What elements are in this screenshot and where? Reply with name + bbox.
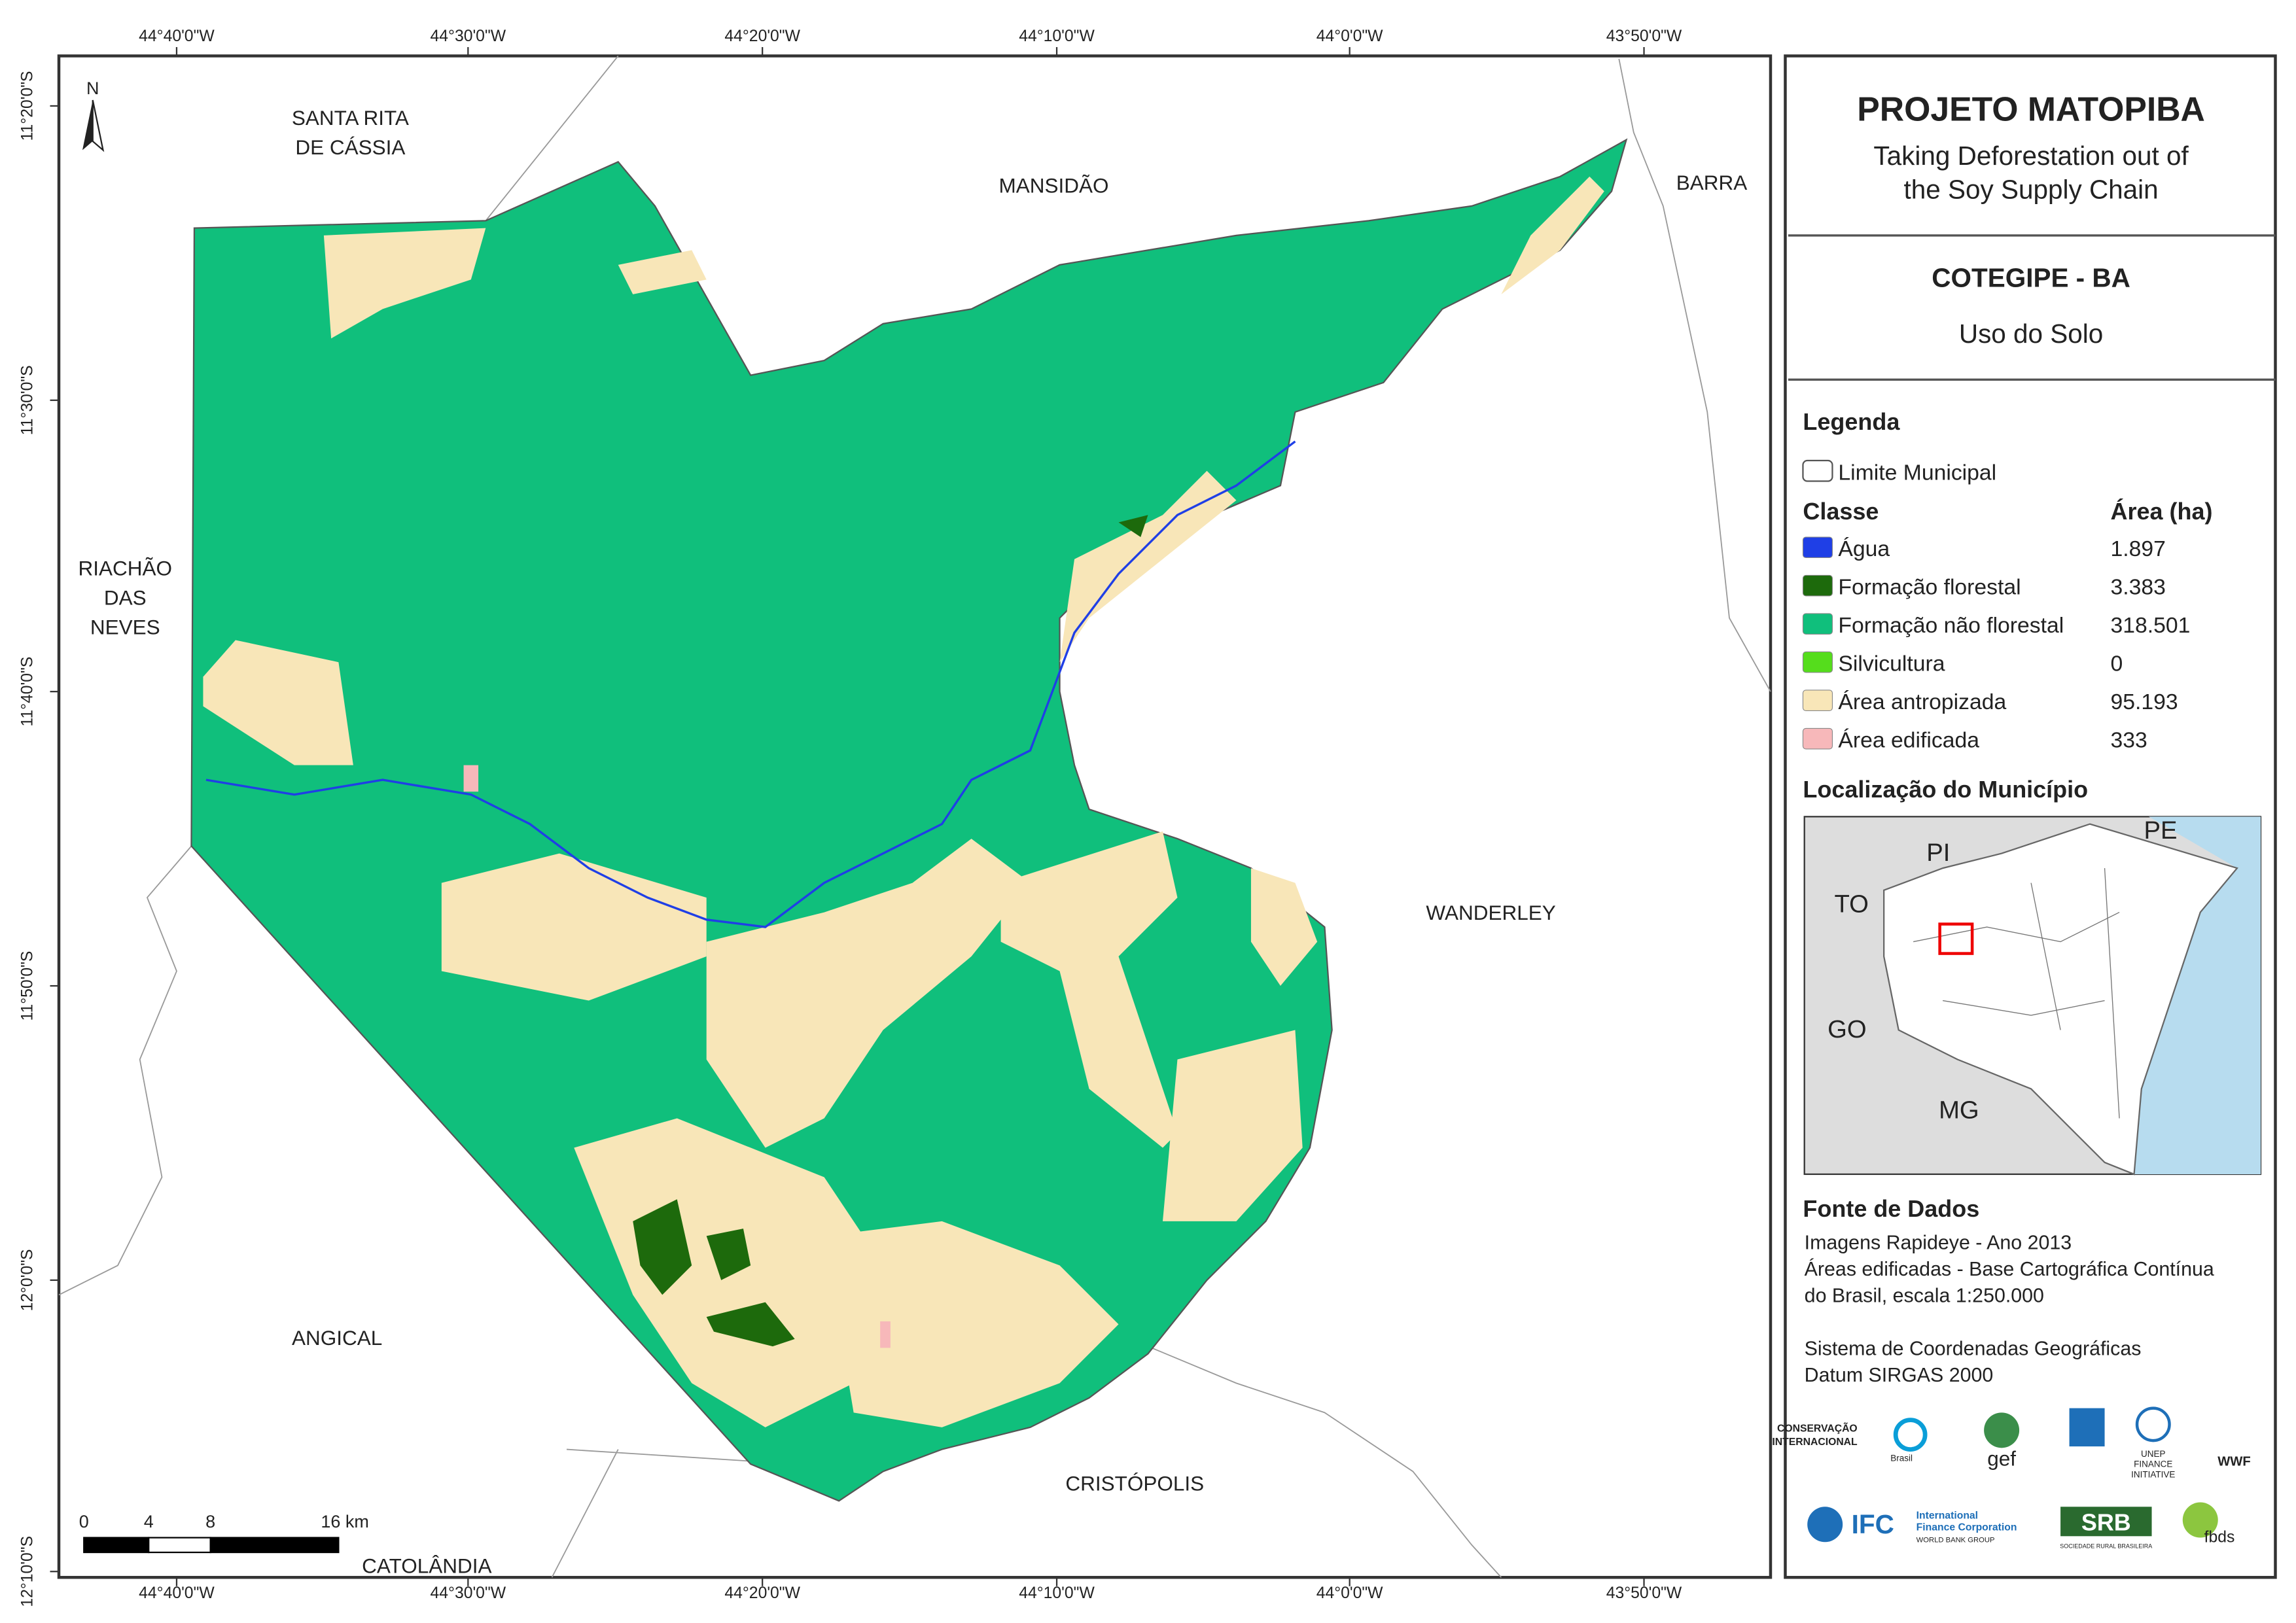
legend-title: Legenda (1803, 408, 1900, 435)
locator-map (1803, 816, 2262, 1176)
logo-text: WWF (2217, 1454, 2251, 1469)
longitude-label: 44°20'0"W (724, 1584, 800, 1602)
longitude-label: 44°10'0"W (1019, 27, 1095, 45)
logo-text: SOCIEDADE RURAL BRASILEIRA (2060, 1543, 2152, 1549)
logo-text: Brasil (1890, 1454, 1913, 1463)
latitude-label: 12°10'0"S (19, 1536, 37, 1607)
latitude-label: 11°40'0"S (19, 657, 37, 727)
legend-swatch (1802, 651, 1833, 673)
logo-text: WORLD BANK GROUP (1916, 1536, 1995, 1544)
place-name: SANTA RITA (292, 106, 409, 130)
place-name: DE CÁSSIA (295, 135, 405, 159)
logo-text: SRB (2081, 1509, 2131, 1535)
source-title: Fonte de Dados (1803, 1195, 1979, 1222)
logo-text: CONSERVAÇÃO (1777, 1422, 1858, 1435)
scale-label: 16 km (321, 1512, 368, 1531)
legend-label: Água (1838, 536, 1890, 561)
longitude-label: 44°0'0"W (1316, 27, 1383, 45)
legend-label: Formação não florestal (1838, 613, 2064, 638)
state-label: PE (2144, 816, 2178, 845)
scale-label: 4 (144, 1512, 154, 1531)
place-name: CATOLÂNDIA (362, 1554, 491, 1578)
boundary-swatch (1802, 459, 1833, 482)
place-name: WANDERLEY (1426, 901, 1555, 924)
source-line: do Brasil, escala 1:250.000 (1805, 1285, 2044, 1307)
state-label: TO (1834, 890, 1868, 918)
source-line: Imagens Rapideye - Ano 2013 (1805, 1232, 2072, 1254)
legend-label: Área edificada (1838, 728, 1979, 753)
legend-swatch (1802, 727, 1833, 750)
latitude-label: 11°50'0"S (19, 951, 37, 1021)
legend-area: 318.501 (2111, 613, 2191, 638)
legend-header: Área (ha) (2111, 498, 2213, 525)
longitude-label: 44°0'0"W (1316, 1584, 1383, 1602)
logo-text: fbds (2204, 1528, 2235, 1546)
state-label: MG (1939, 1096, 1979, 1124)
state-label: GO (1828, 1015, 1866, 1043)
state-label: PI (1926, 839, 1950, 867)
scale-label: 8 (205, 1512, 215, 1531)
source-line: Áreas edificadas - Base Cartográfica Con… (1805, 1259, 2214, 1280)
latitude-label: 11°30'0"S (19, 365, 37, 435)
legend-swatch (1802, 536, 1833, 559)
logo-text: Finance Corporation (1916, 1522, 2017, 1533)
logo-shapes (1807, 1406, 2218, 1543)
logo-text: IFC (1852, 1509, 1894, 1539)
subtitle: the Soy Supply Chain (1903, 175, 2158, 205)
location-title: Localização do Município (1803, 776, 2088, 803)
legend-area: 0 (2111, 652, 2123, 676)
legend-swatch (1802, 613, 1833, 635)
title: PROJETO MATOPIBA (1857, 90, 2205, 128)
subtitle: Taking Deforestation out of (1873, 141, 2189, 171)
source-line: Sistema de Coordenadas Geográficas (1805, 1338, 2142, 1360)
legend-area: 95.193 (2111, 689, 2178, 714)
legend-swatch (1802, 574, 1833, 597)
logo-text: gef (1987, 1446, 2016, 1470)
place-name: CRISTÓPOLIS (1065, 1472, 1204, 1495)
logo-text: UNEP (2141, 1449, 2165, 1459)
place-name: BARRA (1676, 171, 1747, 194)
latitude-label: 11°20'0"S (19, 71, 37, 141)
longitude-label: 44°30'0"W (431, 27, 506, 45)
longitude-label: 44°40'0"W (139, 1584, 215, 1602)
place-name: DAS (104, 585, 147, 609)
longitude-label: 43°50'0"W (1606, 1584, 1682, 1602)
source-line: Datum SIRGAS 2000 (1805, 1365, 1994, 1386)
logo-text: INITIATIVE (2131, 1469, 2175, 1479)
longitude-label: 44°30'0"W (431, 1584, 506, 1602)
legend-swatch (1802, 689, 1833, 711)
neighbor-boundaries (58, 55, 1771, 1578)
scale-bar (83, 1537, 340, 1554)
logo-text: International (1916, 1510, 1978, 1521)
longitude-label: 43°50'0"W (1606, 27, 1682, 45)
logo-text: FINANCE (2134, 1459, 2172, 1469)
legend-boundary: Limite Municipal (1838, 460, 1996, 485)
place-name: NEVES (90, 615, 160, 638)
legend-label: Formação florestal (1838, 575, 2021, 600)
north-arrow (82, 99, 105, 152)
north-label: N (86, 79, 99, 98)
latitude-label: 12°0'0"S (19, 1249, 37, 1311)
legend-header: Classe (1803, 498, 1879, 525)
legend-area: 333 (2111, 728, 2147, 753)
legend-label: Silvicultura (1838, 652, 1945, 676)
longitude-label: 44°40'0"W (139, 27, 215, 45)
legend-label: Área antropizada (1838, 689, 2006, 714)
municipality (190, 138, 1628, 1502)
legend-area: 3.383 (2111, 575, 2166, 600)
place-name: MANSIDÃO (999, 174, 1109, 198)
legend-area: 1.897 (2111, 536, 2166, 561)
longitude-label: 44°20'0"W (724, 27, 800, 45)
map-theme: Uso do Solo (1959, 319, 2103, 349)
municipality-name: COTEGIPE - BA (1932, 263, 2130, 293)
place-name: RIACHÃO (78, 556, 171, 580)
place-name: ANGICAL (292, 1326, 382, 1350)
longitude-label: 44°10'0"W (1019, 1584, 1095, 1602)
logo-text: INTERNACIONAL (1772, 1437, 1858, 1448)
scale-label: 0 (79, 1512, 89, 1531)
